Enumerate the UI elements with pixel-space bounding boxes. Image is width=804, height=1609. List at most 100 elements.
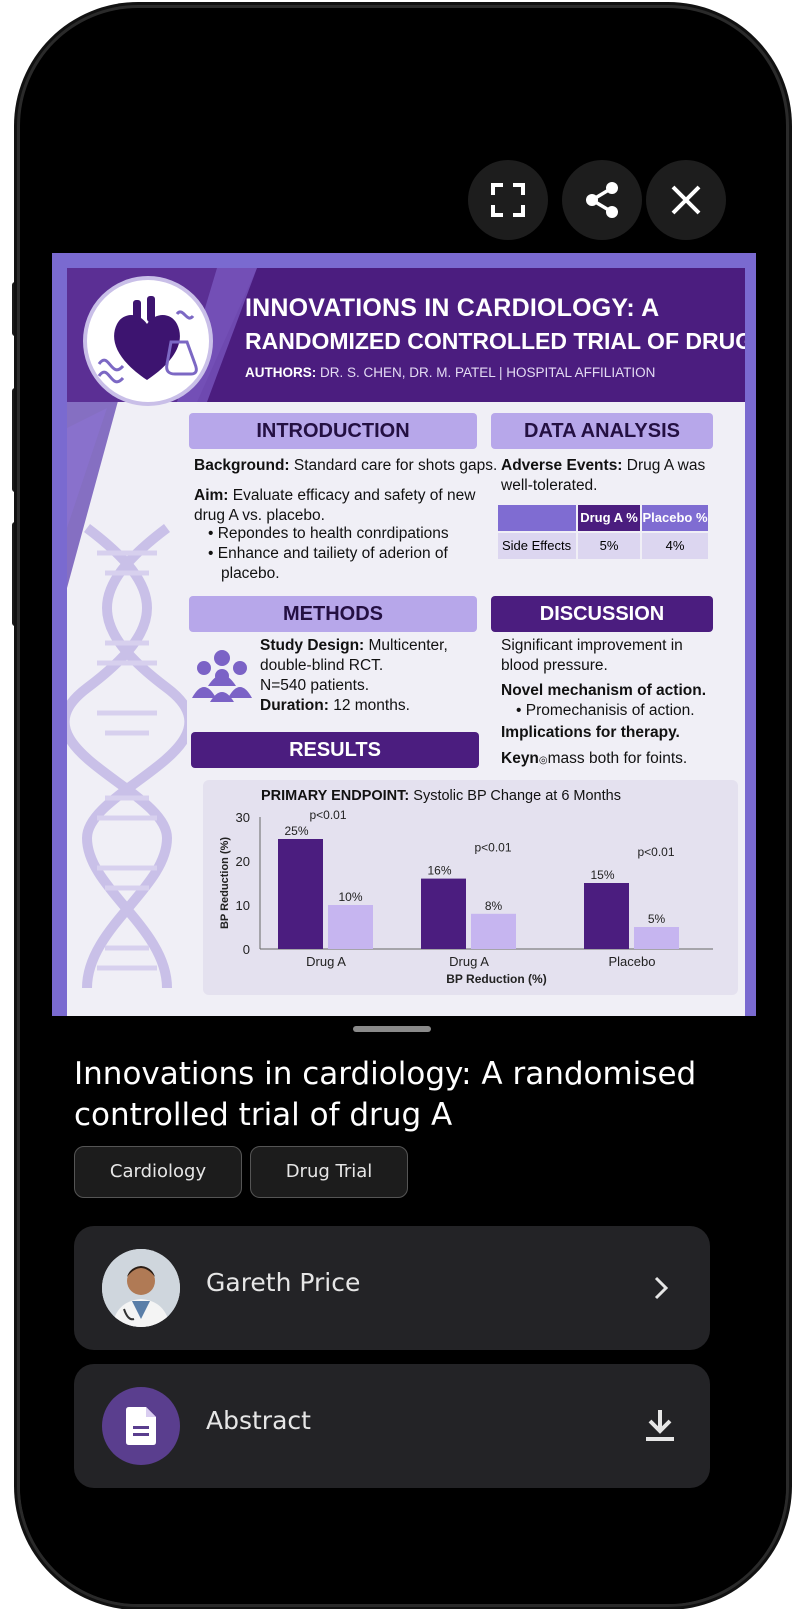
phone-volume-up-button xyxy=(12,388,20,492)
abstract-card[interactable]: Abstract xyxy=(74,1364,710,1488)
poster-title-line1: INNOVATIONS IN CARDIOLOGY: A xyxy=(245,294,660,322)
document-icon xyxy=(126,1407,156,1445)
bar-dark xyxy=(278,839,323,949)
poster-canvas: INNOVATIONS IN CARDIOLOGY: A RANDOMIZED … xyxy=(67,268,745,1016)
patient-count: N=540 patients. xyxy=(260,677,370,694)
y-tick-label: 10 xyxy=(236,898,250,913)
bar-light xyxy=(634,927,679,949)
adverse-events-line1: Drug A was xyxy=(626,457,706,474)
bar-light xyxy=(328,905,373,949)
authors-label: AUTHORS: xyxy=(245,365,317,380)
study-design-line2: double-blind RCT. xyxy=(260,657,384,674)
bottom-sheet: Innovations in cardiology: A randomised … xyxy=(20,1016,786,1604)
y-tick-label: 20 xyxy=(236,854,250,869)
bar-dark xyxy=(584,883,629,949)
tag-drug-trial[interactable]: Drug Trial xyxy=(250,1146,408,1198)
duration-text: 12 months. xyxy=(333,697,410,714)
table-cell-label: Side Effects xyxy=(498,533,576,559)
intro-bullet-2-text: Enhance and tailiety of aderion of xyxy=(217,545,448,562)
discussion-novel: Novel mechanism of action. xyxy=(501,681,706,701)
p-value-label: p<0.01 xyxy=(309,808,346,822)
share-icon xyxy=(586,182,618,218)
adverse-events: Adverse Events: Drug A was xyxy=(501,456,705,476)
discussion-key-label: Keyn xyxy=(501,750,539,767)
intro-aim: Aim: Evaluate efficacy and safety of new xyxy=(194,486,475,506)
study-design-line1: Multicenter, xyxy=(368,637,448,654)
y-axis-label: BP Reduction (%) xyxy=(219,837,231,929)
bar-value-label: 5% xyxy=(648,912,666,926)
chart-title-text: Systolic BP Change at 6 Months xyxy=(413,788,621,804)
chevron-right-icon xyxy=(654,1276,669,1300)
intro-bullet-2-cont: placebo. xyxy=(221,565,280,582)
avatar xyxy=(102,1249,180,1327)
side-effects-table: Drug A % Placebo % Side Effects 5% 4% xyxy=(498,505,708,559)
bar-value-label: 25% xyxy=(284,824,308,838)
intro-bullet-1: • Repondes to health conrdipations xyxy=(208,525,449,542)
discussion-implications-text: Implications for therapy. xyxy=(501,724,680,741)
tag-cardiology[interactable]: Cardiology xyxy=(74,1146,242,1198)
p-value-label: p<0.01 xyxy=(474,841,511,855)
adverse-events-label: Adverse Events: xyxy=(501,457,623,474)
phone-side-button xyxy=(12,282,20,336)
x-tick-label: Drug A xyxy=(449,954,489,969)
discussion-implications: Implications for therapy. xyxy=(501,723,680,743)
discussion-key-text: mass both for foints. xyxy=(547,750,688,767)
patients-icon xyxy=(192,650,252,702)
duration-label: Duration: xyxy=(260,697,329,714)
phone-screen: INNOVATIONS IN CARDIOLOGY: A RANDOMIZED … xyxy=(20,8,786,1604)
introduction-heading: INTRODUCTION xyxy=(189,413,477,449)
table-cell-placebo: 4% xyxy=(642,533,708,559)
heart-icon xyxy=(97,296,198,384)
study-design-label: Study Design: xyxy=(260,637,365,654)
author-card[interactable]: Gareth Price xyxy=(74,1226,710,1350)
poster-image[interactable]: INNOVATIONS IN CARDIOLOGY: A RANDOMIZED … xyxy=(52,253,756,1016)
authors-text: DR. S. CHEN, DR. M. PATEL | HOSPITAL AFF… xyxy=(320,365,656,380)
fullscreen-button[interactable] xyxy=(468,160,548,240)
intro-aim-line2: drug A vs. placebo. xyxy=(194,507,325,524)
chart-title: PRIMARY ENDPOINT: Systolic BP Change at … xyxy=(261,788,621,804)
fullscreen-icon xyxy=(491,183,525,217)
share-button[interactable] xyxy=(562,160,642,240)
doctor-avatar-icon xyxy=(102,1249,180,1327)
study-design: Study Design: Multicenter, xyxy=(260,636,448,656)
intro-background: Background: Standard care for shots gaps… xyxy=(194,456,497,476)
poster-title-line2: RANDOMIZED CONTROLLED TRIAL OF DRUG A xyxy=(245,328,745,354)
download-icon[interactable] xyxy=(646,1410,674,1442)
table-cell-drug-a: 5% xyxy=(578,533,640,559)
abstract-label: Abstract xyxy=(206,1406,311,1435)
discussion-bullet: • Promechanisis of action. xyxy=(516,702,695,719)
bar-value-label: 16% xyxy=(427,864,451,878)
document-title: Innovations in cardiology: A randomised … xyxy=(74,1056,697,1133)
phone-power-button xyxy=(784,458,792,626)
bar-chart: 0 10 20 30 BP Reduction (%) BP Reduction (%) 2… xyxy=(219,808,713,986)
table-header-empty xyxy=(498,505,576,531)
close-button[interactable] xyxy=(646,160,726,240)
discussion-key: Keyn◎mass both for foints. xyxy=(501,750,688,767)
data-analysis-heading: DATA ANALYSIS xyxy=(491,413,713,449)
x-tick-label: Placebo xyxy=(609,954,656,969)
methods-heading: METHODS xyxy=(189,596,477,632)
author-name: Gareth Price xyxy=(206,1268,361,1297)
x-tick-label: Drug A xyxy=(306,954,346,969)
bar-dark xyxy=(421,878,466,949)
results-heading: RESULTS xyxy=(191,732,479,768)
adverse-events-line2: well-tolerated. xyxy=(501,477,598,494)
close-icon xyxy=(671,185,701,215)
intro-background-label: Background: xyxy=(194,457,290,474)
sheet-drag-handle[interactable] xyxy=(353,1026,431,1032)
intro-aim-line1: Evaluate efficacy and safety of new xyxy=(232,487,476,504)
abstract-icon-circle xyxy=(102,1387,180,1465)
results-chart: PRIMARY ENDPOINT: Systolic BP Change at … xyxy=(203,780,738,995)
intro-aim-label: Aim: xyxy=(194,487,229,504)
bar-value-label: 10% xyxy=(338,890,362,904)
discussion-line1: Significant improvement in xyxy=(501,637,683,654)
table-header-placebo: Placebo % xyxy=(642,505,708,531)
p-value-label: p<0.01 xyxy=(637,845,674,859)
intro-bullet-2: • Enhance and tailiety of aderion of xyxy=(208,545,448,562)
y-tick-label: 0 xyxy=(243,942,250,957)
intro-bullet-1-text: Repondes to health conrdipations xyxy=(217,525,449,542)
discussion-heading: DISCUSSION xyxy=(491,596,713,632)
y-tick-label: 30 xyxy=(236,810,250,825)
x-axis-label: BP Reduction (%) xyxy=(446,972,546,986)
bar-value-label: 15% xyxy=(590,868,614,882)
